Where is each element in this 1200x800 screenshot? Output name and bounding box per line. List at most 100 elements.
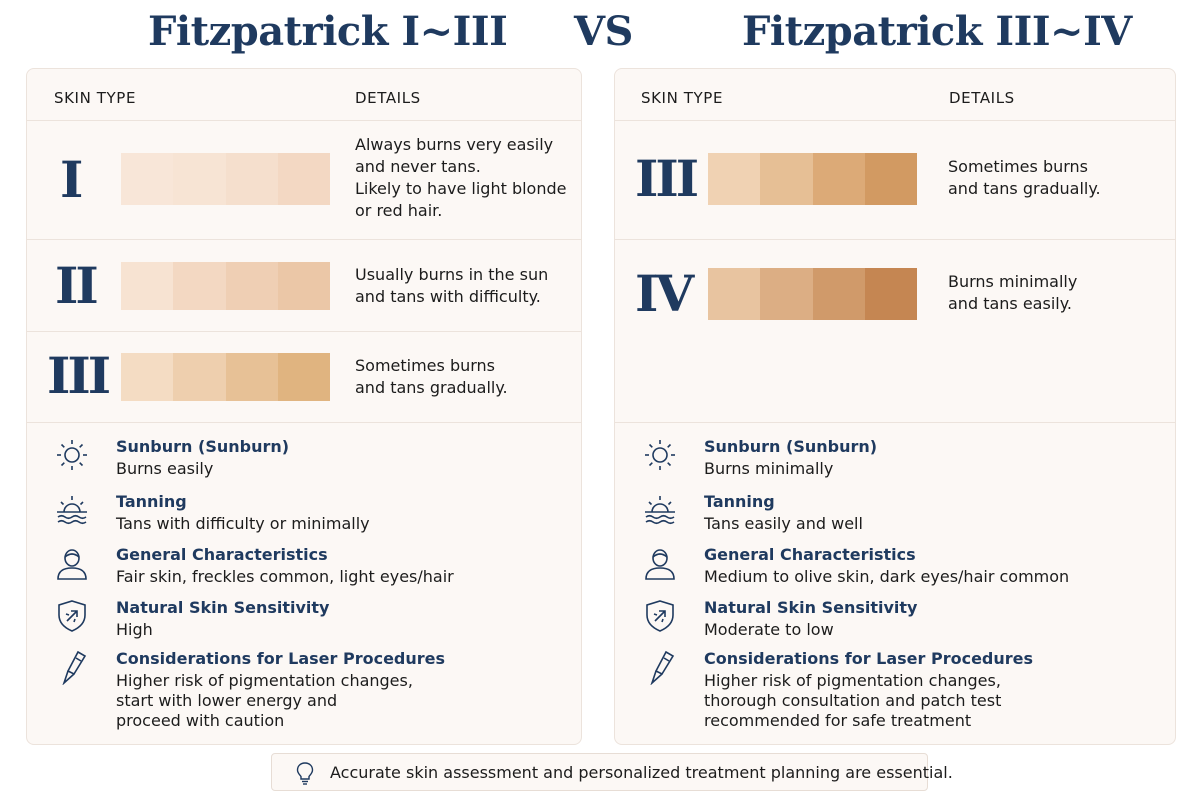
attribute-body: Tans with difficulty or minimally: [116, 514, 370, 534]
divider: [27, 239, 581, 240]
attribute-line: Tans easily and well: [704, 514, 863, 533]
skin-tone-swatch: [121, 262, 174, 310]
skin-type-numeral: II: [55, 256, 99, 315]
skin-tone-swatches: [708, 268, 917, 320]
attribute-line: proceed with caution: [116, 711, 285, 730]
skin-tone-swatch: [225, 353, 278, 401]
details-line: and tans easily.: [948, 294, 1072, 313]
skin-tone-swatch: [121, 353, 174, 401]
skin-tone-swatch: [864, 268, 917, 320]
attribute-title: Natural Skin Sensitivity: [116, 598, 330, 617]
skin-tone-swatch: [121, 153, 174, 205]
skin-tone-swatches: [121, 262, 330, 310]
shield-icon: [58, 600, 86, 632]
divider: [615, 239, 1175, 240]
footer-note: Accurate skin assessment and personalize…: [271, 753, 953, 791]
attribute-line: Burns minimally: [704, 459, 834, 478]
attribute-title: General Characteristics: [116, 545, 328, 564]
divider: [615, 422, 1175, 423]
laser-pen-icon: [650, 650, 675, 685]
attribute-body: Medium to olive skin, dark eyes/hair com…: [704, 567, 1069, 587]
skin-tone-swatch: [277, 353, 330, 401]
divider: [615, 120, 1175, 121]
attribute-title: General Characteristics: [704, 545, 916, 564]
attribute-line: Higher risk of pigmentation changes,: [116, 671, 413, 690]
laser-pen-icon: [62, 650, 87, 685]
attribute-body: Higher risk of pigmentation changes, tho…: [704, 671, 1001, 731]
attribute-title: Sunburn (Sunburn): [116, 437, 290, 456]
details-line: Sometimes burns: [948, 157, 1089, 176]
attribute-title: Sunburn (Sunburn): [704, 437, 878, 456]
header-skin-type: SKIN TYPE: [54, 89, 137, 107]
skin-type-numeral: III: [635, 149, 699, 208]
skin-tone-swatches: [121, 353, 330, 401]
skin-type-numeral: IV: [635, 264, 694, 323]
attribute-line: High: [116, 620, 153, 639]
attribute-body: High: [116, 620, 153, 640]
skin-tone-swatch: [760, 268, 813, 320]
panel-fitzpatrick-3-4: SKIN TYPE DETAILS III Sometimes burns an…: [614, 68, 1176, 745]
panel-fitzpatrick-1-3: SKIN TYPE DETAILS I Always burns very ea…: [26, 68, 582, 745]
header-details: DETAILS: [949, 89, 1015, 107]
attribute-title: Natural Skin Sensitivity: [704, 598, 918, 617]
attribute-line: Medium to olive skin, dark eyes/hair com…: [704, 567, 1070, 586]
details-line: and tans gradually.: [948, 179, 1101, 198]
attribute-line: recommended for safe treatment: [704, 711, 972, 730]
skin-type-details: Usually burns in the sun and tans with d…: [355, 264, 548, 308]
details-line: Always burns very easily: [355, 135, 554, 154]
lightbulb-icon: [296, 762, 314, 785]
attribute-body: Fair skin, freckles common, light eyes/h…: [116, 567, 454, 587]
skin-tone-swatch: [708, 268, 761, 320]
title-vs: VS: [574, 8, 633, 55]
divider: [27, 331, 581, 332]
sun-icon: [645, 440, 675, 470]
attribute-line: start with lower energy and: [116, 691, 338, 710]
skin-tone-swatch: [277, 262, 330, 310]
skin-type-details: Sometimes burns and tans gradually.: [355, 355, 508, 399]
skin-tone-swatch: [277, 153, 330, 205]
details-line: or red hair.: [355, 201, 443, 220]
person-icon: [645, 549, 675, 580]
skin-tone-swatch: [173, 153, 226, 205]
details-line: Sometimes burns: [355, 356, 496, 375]
skin-tone-swatches: [121, 153, 330, 205]
skin-tone-swatch: [812, 268, 865, 320]
person-icon: [57, 549, 87, 580]
skin-type-details: Burns minimally and tans easily.: [948, 271, 1077, 315]
attribute-line: Fair skin, freckles common, light eyes/h…: [116, 567, 454, 586]
skin-type-details: Always burns very easily and never tans.…: [355, 134, 566, 222]
attribute-line: Burns easily: [116, 459, 214, 478]
shield-icon: [646, 600, 674, 632]
divider: [27, 422, 581, 423]
attribute-line: Tans with difficulty or minimally: [116, 514, 370, 533]
details-line: Burns minimally: [948, 272, 1078, 291]
skin-tone-swatch: [708, 153, 761, 205]
skin-type-details: Sometimes burns and tans gradually.: [948, 156, 1101, 200]
details-line: and never tans.: [355, 157, 481, 176]
skin-tone-swatch: [225, 262, 278, 310]
attribute-body: Tans easily and well: [704, 514, 863, 534]
attribute-body: Burns minimally: [704, 459, 833, 479]
sunrise-icon: [645, 496, 675, 525]
attribute-body: Burns easily: [116, 459, 213, 479]
details-line: and tans with difficulty.: [355, 287, 541, 306]
sun-icon: [57, 440, 87, 470]
attribute-line: thorough consultation and patch test: [704, 691, 1002, 710]
attribute-title: Tanning: [116, 492, 187, 511]
divider: [27, 120, 581, 121]
skin-tone-swatch: [173, 353, 226, 401]
skin-tone-swatch: [760, 153, 813, 205]
skin-tone-swatches: [708, 153, 917, 205]
attribute-title: Considerations for Laser Procedures: [704, 649, 1034, 668]
sunrise-icon: [57, 496, 87, 525]
attribute-line: Moderate to low: [704, 620, 834, 639]
attribute-title: Considerations for Laser Procedures: [116, 649, 446, 668]
details-line: Usually burns in the sun: [355, 265, 549, 284]
title-left: Fitzpatrick I~III: [148, 8, 508, 55]
skin-tone-swatch: [173, 262, 226, 310]
attribute-title: Tanning: [704, 492, 775, 511]
attribute-body: Higher risk of pigmentation changes, sta…: [116, 671, 413, 731]
attribute-line: Higher risk of pigmentation changes,: [704, 671, 1001, 690]
title-right: Fitzpatrick III~IV: [742, 8, 1132, 55]
attribute-body: Moderate to low: [704, 620, 834, 640]
